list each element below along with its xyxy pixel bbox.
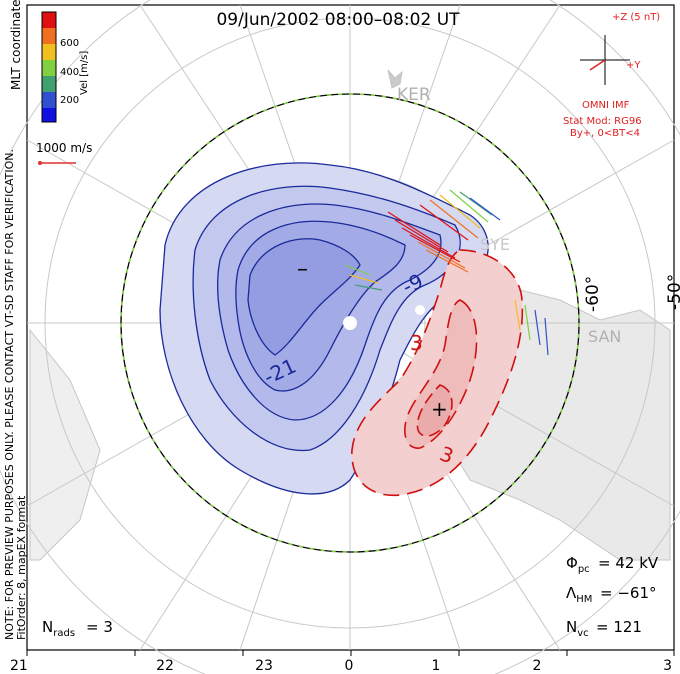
preview-note: NOTE: FOR PREVIEW PURPOSES ONLY. PLEASE … (3, 149, 16, 640)
velocity-vectors (344, 189, 549, 356)
mlt-tick-3: 3 (663, 658, 672, 674)
colorbar-tick-400: 400 (60, 67, 79, 78)
velocity-scale: 1000 m/s (36, 141, 92, 165)
stats-panel: Φpc = 42 kV ΛHM = −61° Nvc = 121 Nrads =… (42, 554, 659, 639)
imf-y-label: +Y (626, 60, 641, 71)
station-label-ker: KER (397, 85, 431, 105)
pole-marker (343, 316, 357, 330)
potential-min-marker: – (297, 257, 308, 282)
colorbar-swatch-1 (42, 28, 56, 44)
colorbar-swatch-2 (42, 44, 56, 60)
coordinate-system-label: MLT coordinates (9, 0, 23, 90)
dusk-convection-cell (159, 162, 489, 495)
n-vc-value: = 121 (596, 618, 642, 636)
mlt-axis (26, 650, 675, 656)
lambda-hm-value: = −61° (600, 584, 657, 602)
heppner-maynard-boundary-dash (120, 93, 580, 553)
lat-label-50: -50° (665, 274, 680, 310)
imf-indicator: +Z (5 nT) +Y OMNI IMF Stat Mod: RG96 By+… (563, 12, 660, 139)
velocity-scale-dot (38, 161, 42, 165)
colorbar-swatch-5 (42, 92, 56, 108)
mlt-tick-22: 22 (156, 658, 174, 674)
n-rads-value: = 3 (86, 618, 113, 636)
phi-pc-value: = 42 kV (598, 554, 659, 572)
colorbar-tick-600: 600 (60, 38, 79, 49)
colorbar-tick-200: 200 (60, 95, 79, 106)
colorbar-swatch-3 (42, 60, 56, 76)
imf-model-label: Stat Mod: RG96 (563, 116, 642, 127)
imf-z-label: +Z (5 nT) (612, 12, 660, 23)
mlt-tick-21: 21 (10, 658, 28, 674)
colorbar-swatch-6 (42, 108, 56, 122)
mlt-tick-0: 0 (345, 658, 354, 674)
potential-max-marker: + (431, 397, 448, 421)
page-title: 09/Jun/2002 08:00–08:02 UT (216, 10, 460, 30)
imf-omni-label: OMNI IMF (582, 100, 630, 111)
velocity-colorbar: 600 400 200 Vel [m/s] (41, 11, 90, 123)
fit-order-note: FitOrder: 8, mapEX format (15, 495, 28, 640)
station-label-sye: SYE (480, 235, 510, 254)
contour-label-pos3-a: 3 (410, 331, 423, 355)
colorbar-swatch-0 (42, 12, 56, 28)
dawn-convection-cell (351, 249, 524, 497)
velocity-scale-label: 1000 m/s (36, 141, 92, 155)
colorbar-label: Vel [m/s] (79, 51, 90, 95)
colorbar-swatch-4 (42, 76, 56, 92)
mlt-tick-1: 1 (432, 658, 441, 674)
mlt-tick-2: 2 (533, 658, 542, 674)
lat-label-60: -60° (583, 276, 603, 312)
imf-condition-label: By+, 0<BT<4 (570, 128, 640, 139)
mlt-tick-23: 23 (255, 658, 273, 674)
secondary-marker (415, 305, 425, 315)
imf-vector (589, 59, 606, 71)
colorbar-frame (41, 11, 57, 123)
mlt-axis-labels: 21 22 23 0 1 2 3 (10, 658, 672, 674)
station-label-san: SAN (588, 327, 621, 346)
